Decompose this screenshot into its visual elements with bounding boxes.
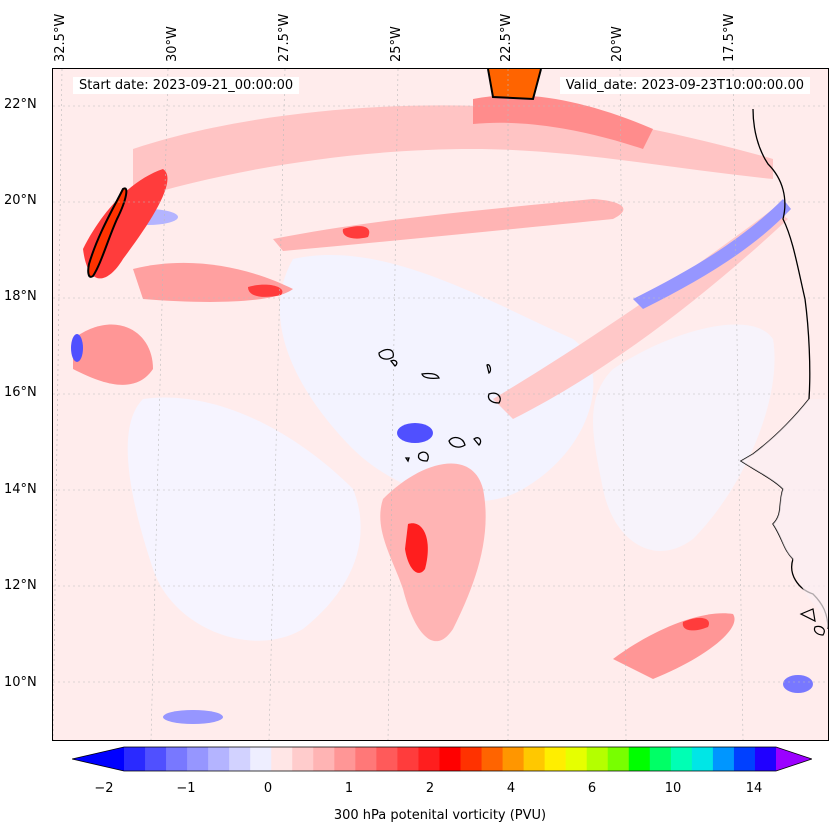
colorbar-label: 300 hPa potenital vorticity (PVU) [333,808,547,823]
colorbar-tick-label: 2 [425,781,435,796]
colorbar-segment [649,747,672,771]
colorbar-segment [607,747,630,771]
lon-label: 20°W [610,26,625,62]
pv-coast-filler [741,399,828,629]
colorbar-segment [628,747,651,771]
colorbar-segment [544,747,567,771]
map-frame: Start date: 2023-09-21_00:00:00 Valid_da… [52,68,829,741]
pv-west-streak [73,324,153,385]
pv-streak-band-19n-core [342,226,370,239]
pv-low-region-east [593,324,775,551]
pv-streak-north-core [473,95,653,149]
graticule [53,69,828,740]
colorbar-segment [670,747,693,771]
valid-date-label: Valid_date: 2023-09-23T10:00:00.00 [559,77,810,94]
colorbar-segment [271,747,293,771]
colorbar-segment [355,747,377,771]
colorbar-segment [712,747,735,771]
colorbar-segment [691,747,714,771]
colorbar-tick-label: 0 [263,781,273,796]
colorbar-extend-min [72,747,124,771]
colorbar-segment [208,747,230,771]
colorbar-outline [72,746,812,772]
colorbar-segment [565,747,588,771]
colorbar-tick-label: 10 [664,781,682,796]
colorbar-tick-label: 4 [506,781,516,796]
pv-streak-band-18n-core [248,284,283,297]
lat-label: 14°N [4,482,37,497]
pv-south-tongue-core [405,523,428,573]
lat-label: 12°N [4,578,37,593]
pv-blue-blob-west [71,334,83,362]
pv-field-map [53,69,828,740]
colorbar-segment [439,747,462,771]
colorbar-segment [523,747,546,771]
coast-islands-southeast [799,608,825,636]
colorbar-segment [292,747,314,771]
start-date-label: Start date: 2023-09-21_00:00:00 [73,77,300,94]
cape-verde-islands [378,348,501,463]
colorbar-tick-label: −2 [94,781,114,796]
pv-high-filament-core [87,187,128,278]
colorbar-segment [754,747,777,771]
colorbar-segment [502,747,525,771]
pv-high-contour-top [487,69,542,101]
colorbar-segment [334,747,356,771]
lon-label: 22.5°W [499,13,514,62]
pv-blue-blob-capeverde [397,423,433,443]
pv-south-tongue [380,463,486,642]
pv-low-region-southwest [127,397,361,641]
colorbar-segment [397,747,419,771]
lat-label: 18°N [4,289,37,304]
colorbar-extend-max [776,747,812,771]
colorbar-segment [418,747,440,771]
colorbar [72,746,812,772]
lat-label: 16°N [4,385,37,400]
colorbar-segment [166,747,188,771]
pv-southeast-core [682,617,709,631]
colorbar-segment [586,747,609,771]
pv-blue-diagonal [633,199,791,309]
lat-label: 22°N [4,97,37,112]
colorbar-segment [250,747,272,771]
colorbar-tick-label: 14 [745,781,763,796]
pv-blue-blob-southeast [783,675,813,693]
lat-label: 10°N [4,675,37,690]
colorbar-segment [313,747,335,771]
colorbar-segment [481,747,504,771]
colorbar-segment [229,747,251,771]
lon-label: 17.5°W [722,13,737,62]
lat-label: 20°N [4,193,37,208]
pv-southeast-streak [613,613,735,679]
colorbar-segment [376,747,398,771]
colorbar-segment [733,747,756,771]
pv-blue-blob-south [163,710,223,724]
colorbar-tick-label: 1 [344,781,354,796]
colorbar-tick-label: 6 [587,781,597,796]
lon-label: 27.5°W [277,13,292,62]
colorbar-segment [460,747,483,771]
colorbar-tick-label: −1 [176,781,196,796]
lon-label: 32.5°W [53,13,68,62]
colorbar-segment [145,747,167,771]
colorbar-segment [124,747,146,771]
lon-label: 25°W [389,26,404,62]
lon-label: 30°W [165,26,180,62]
african-coastline [739,108,828,630]
colorbar-segment [187,747,209,771]
